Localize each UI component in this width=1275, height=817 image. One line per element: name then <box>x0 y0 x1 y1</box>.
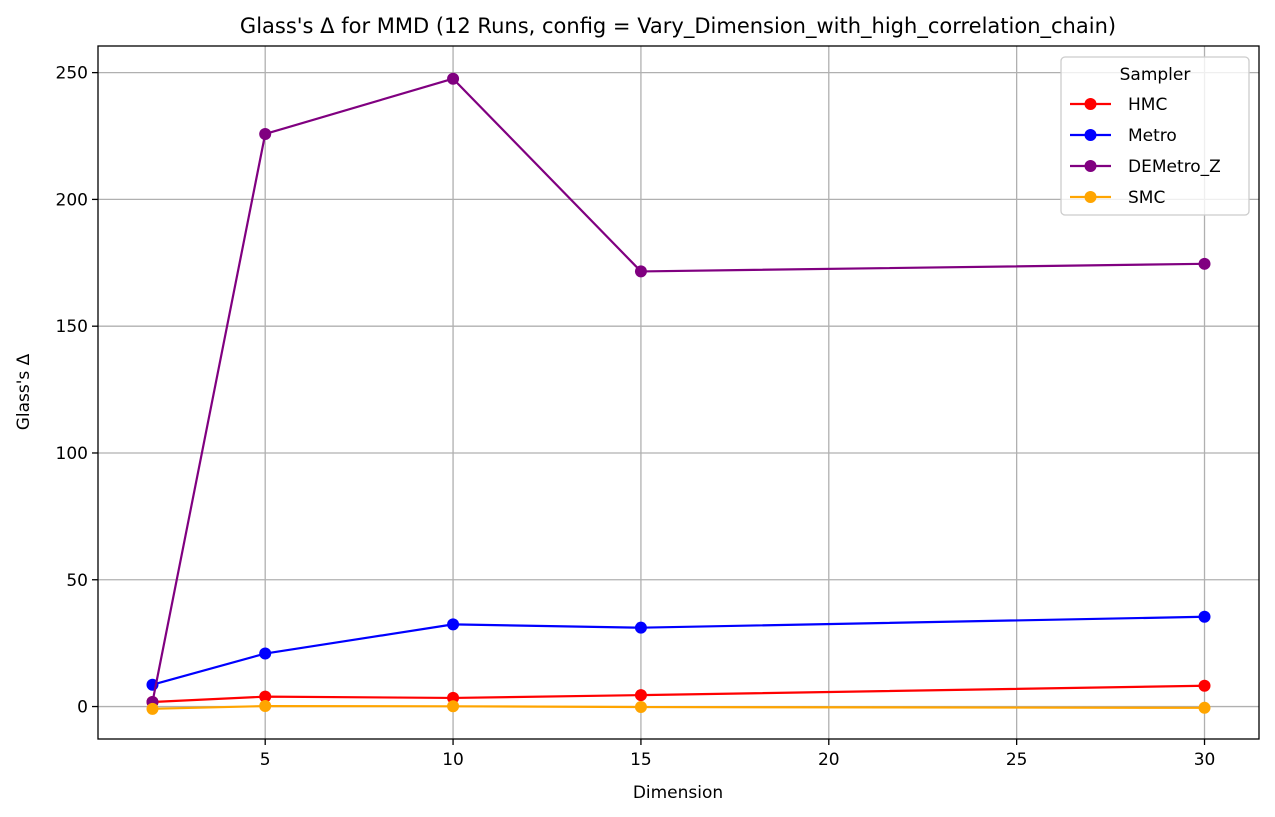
legend-label-DEMetro_Z: DEMetro_Z <box>1128 157 1221 177</box>
legend-item-HMC: HMC <box>1070 95 1167 115</box>
legend-item-DEMetro_Z: DEMetro_Z <box>1070 157 1221 177</box>
x-tick-label-2: 15 <box>630 750 652 770</box>
data-point-HMC-15 <box>634 689 647 702</box>
data-point-HMC-30 <box>1198 679 1211 692</box>
legend-label-Metro: Metro <box>1128 126 1177 146</box>
x-tick-label-5: 30 <box>1194 750 1216 770</box>
legend-box <box>1060 56 1250 216</box>
legend: Sampler HMC Metro DEMetro_Z SMC <box>1060 56 1250 216</box>
series-SMC <box>146 700 1211 715</box>
data-point-SMC-15 <box>634 701 647 714</box>
y-tick-label-2: 100 <box>56 444 88 464</box>
x-tick-label-1: 10 <box>442 750 464 770</box>
series-DEMetro_Z <box>146 72 1211 708</box>
y-tick-label-3: 150 <box>56 317 88 337</box>
data-point-HMC-10 <box>447 691 460 704</box>
y-tick-label-5: 250 <box>56 64 88 84</box>
legend-marker-Metro <box>1084 129 1097 141</box>
data-point-DEMetro_Z-15 <box>634 265 647 278</box>
legend-item-SMC: SMC <box>1070 188 1165 208</box>
legend-marker-DEMetro_Z <box>1084 160 1097 172</box>
data-point-SMC-2 <box>146 702 159 715</box>
data-point-SMC-10 <box>447 700 460 713</box>
plot-frame <box>97 45 1260 740</box>
data-point-Metro-5 <box>259 647 272 660</box>
x-tick-label-0: 5 <box>260 750 271 770</box>
data-point-HMC-5 <box>259 690 272 703</box>
data-point-SMC-5 <box>259 700 272 713</box>
data-point-Metro-10 <box>447 618 460 631</box>
x-axis-label: Dimension <box>633 783 723 803</box>
y-axis-ticks: 0 50 100 150 200 250 <box>56 64 98 718</box>
x-axis-ticks: 5 10 15 20 25 30 <box>260 739 1216 770</box>
x-tick-label-3: 20 <box>818 750 840 770</box>
y-tick-label-4: 200 <box>56 190 88 210</box>
data-point-DEMetro_Z-30 <box>1198 257 1211 270</box>
legend-marker-HMC <box>1084 98 1097 110</box>
y-tick-label-0: 0 <box>77 698 88 718</box>
legend-title: Sampler <box>1120 65 1191 85</box>
legend-label-SMC: SMC <box>1128 188 1165 208</box>
data-point-Metro-15 <box>634 621 647 634</box>
chart-title: Glass's Δ for MMD (12 Runs, config = Var… <box>240 14 1116 39</box>
x-tick-label-4: 25 <box>1006 750 1028 770</box>
data-point-SMC-30 <box>1198 701 1211 714</box>
legend-marker-SMC <box>1084 191 1097 203</box>
y-tick-label-1: 50 <box>66 571 88 591</box>
legend-label-HMC: HMC <box>1128 95 1167 115</box>
data-point-DEMetro_Z-10 <box>447 72 460 85</box>
data-point-Metro-30 <box>1198 610 1211 623</box>
data-point-DEMetro_Z-5 <box>259 127 272 140</box>
legend-item-Metro: Metro <box>1070 126 1177 146</box>
y-axis-label: Glass's Δ <box>14 353 34 430</box>
series-lines <box>146 72 1211 715</box>
